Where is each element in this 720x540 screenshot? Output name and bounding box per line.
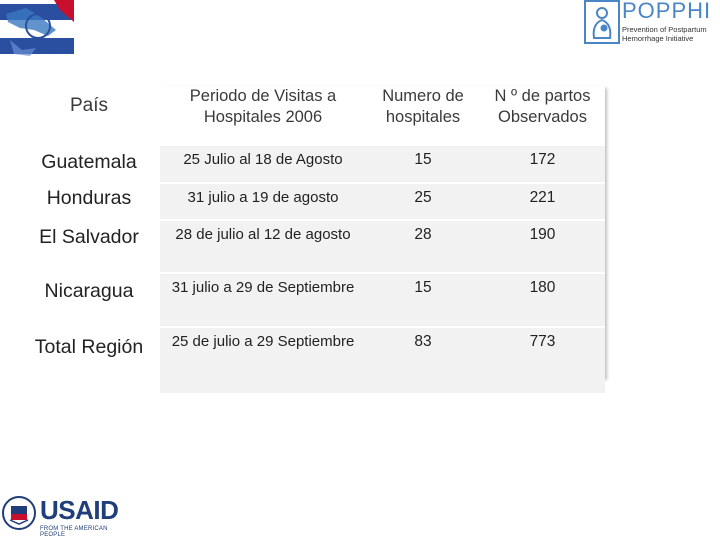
hospitals-cell: 28	[366, 219, 480, 273]
table-row-total: Total Región 25 de julio a 29 Septiembre…	[18, 326, 605, 393]
hospitals-cell: 15	[366, 272, 480, 327]
country-cell: Nicaragua	[18, 272, 160, 327]
table-row: Nicaragua 31 julio a 29 de Septiembre 15…	[18, 272, 605, 327]
country-cell: Honduras	[18, 182, 160, 220]
popphi-name: POPPHI	[622, 0, 712, 23]
usaid-tagline: FROM THE AMERICAN PEOPLE	[40, 526, 108, 538]
country-cell: El Salvador	[18, 219, 160, 273]
country-cell: Guatemala	[18, 144, 160, 183]
births-cell: 190	[480, 219, 605, 273]
header-country: País	[18, 86, 160, 145]
hospitals-cell: 15	[366, 144, 480, 183]
table-row: Honduras 31 julio a 19 de agosto 25 221	[18, 182, 605, 220]
usaid-logo: USAID FROM THE AMERICAN PEOPLE	[0, 492, 130, 540]
usaid-wordmark: USAID	[40, 495, 119, 525]
popphi-tagline: Prevention of Postpartum Hemorrhage Init…	[622, 25, 707, 43]
births-cell: 180	[480, 272, 605, 327]
mother-child-icon	[584, 0, 620, 44]
country-cell: Total Región	[18, 326, 160, 393]
births-cell: 172	[480, 144, 605, 183]
births-cell: 773	[480, 326, 605, 393]
usaid-seal-icon	[2, 496, 36, 530]
header-period: Periodo de Visitas a Hospitales 2006	[160, 86, 366, 145]
header-births: N º de partos Observados	[480, 86, 605, 145]
hospitals-cell: 83	[366, 326, 480, 393]
hospitals-cell: 25	[366, 182, 480, 220]
partos-table: País Periodo de Visitas a Hospitales 200…	[18, 86, 605, 393]
period-cell: 25 Julio al 18 de Agosto	[160, 144, 366, 183]
table-row: El Salvador 28 de julio al 12 de agosto …	[18, 219, 605, 273]
period-cell: 25 de julio a 29 Septiembre	[160, 326, 366, 393]
period-cell: 31 julio a 19 de agosto	[160, 182, 366, 220]
births-cell: 221	[480, 182, 605, 220]
period-cell: 31 julio a 29 de Septiembre	[160, 272, 366, 327]
popphi-logo: POPPHI Prevention of Postpartum Hemorrha…	[584, 0, 720, 46]
central-america-logo	[0, 0, 74, 58]
table-row: Guatemala 25 Julio al 18 de Agosto 15 17…	[18, 144, 605, 183]
period-cell: 28 de julio al 12 de agosto	[160, 219, 366, 273]
header-hospitals: Numero de hospitales	[366, 86, 480, 145]
